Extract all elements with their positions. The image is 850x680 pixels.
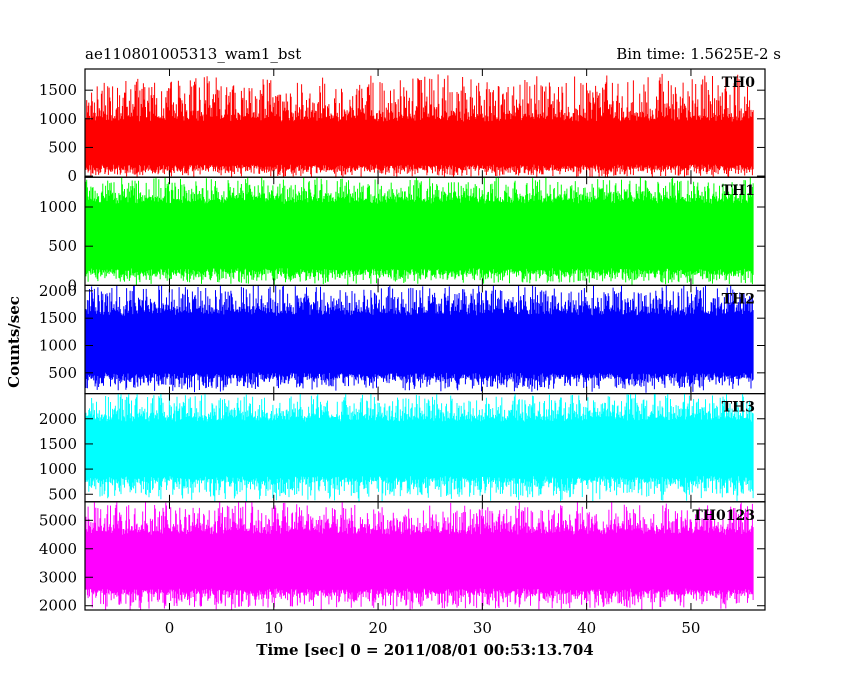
y-tick-label: 3000 <box>39 568 77 586</box>
panel-label-th2: TH2 <box>722 291 755 307</box>
x-axis-title: Time [sec] 0 = 2011/08/01 00:53:13.704 <box>256 641 593 659</box>
panel-th0123: 2000 3000 4000 5000 TH0123 <box>39 501 766 615</box>
y-tick-label: 500 <box>48 485 77 503</box>
panel-label-th3: TH3 <box>722 400 755 416</box>
y-tick-label: 1000 <box>39 198 77 216</box>
x-tick-label: 0 <box>165 619 175 637</box>
panel-th2: 500 1000 1500 2000 TH2 <box>39 282 766 395</box>
panel-label-th0123: TH0123 <box>692 508 755 524</box>
series-th0-trace <box>85 73 754 178</box>
series-th3-trace <box>85 393 754 502</box>
y-tick-label: 0 <box>67 167 77 185</box>
y-tick-label: 1500 <box>39 309 77 327</box>
y-axis-title: Counts/sec <box>5 296 23 388</box>
y-tick-label: 1000 <box>39 337 77 355</box>
y-tick-label: 4000 <box>39 540 77 558</box>
panel-th1: 0 500 1000 TH1 <box>39 176 766 294</box>
x-tick-label: 20 <box>369 619 388 637</box>
y-tick-label: 500 <box>48 364 77 382</box>
series-th1-trace <box>85 177 754 286</box>
y-tick-label: 1000 <box>39 460 77 478</box>
y-tick-label: 0 <box>67 276 77 294</box>
y-tick-label: 2000 <box>39 282 77 300</box>
chart-title-right: Bin time: 1.5625E-2 s <box>616 45 781 63</box>
panel-th3: 500 1000 1500 2000 TH3 <box>39 393 766 503</box>
y-tick-label: 1000 <box>39 110 77 128</box>
y-tick-label: 2000 <box>39 410 77 428</box>
panel-label-th0: TH0 <box>722 75 756 91</box>
x-tick-label: 50 <box>681 619 700 637</box>
chart-title-left: ae110801005313_wam1_bst <box>85 45 301 63</box>
panel-th0: 0 500 1000 1500 TH0 <box>39 68 766 185</box>
panel-label-th1: TH1 <box>722 183 755 199</box>
x-tick-label: 10 <box>264 619 283 637</box>
y-tick-label: 1500 <box>39 81 77 99</box>
panel-frame <box>84 501 766 611</box>
x-tick-label: 40 <box>577 619 596 637</box>
series-th2-trace <box>85 285 754 393</box>
y-tick-label: 2000 <box>39 597 77 615</box>
y-tick-label: 500 <box>48 138 77 156</box>
y-tick-label: 1500 <box>39 435 77 453</box>
x-tick-label: 30 <box>473 619 492 637</box>
y-tick-label: 500 <box>48 237 77 255</box>
y-tick-label: 5000 <box>39 511 77 529</box>
series-th0123-trace <box>85 501 754 610</box>
